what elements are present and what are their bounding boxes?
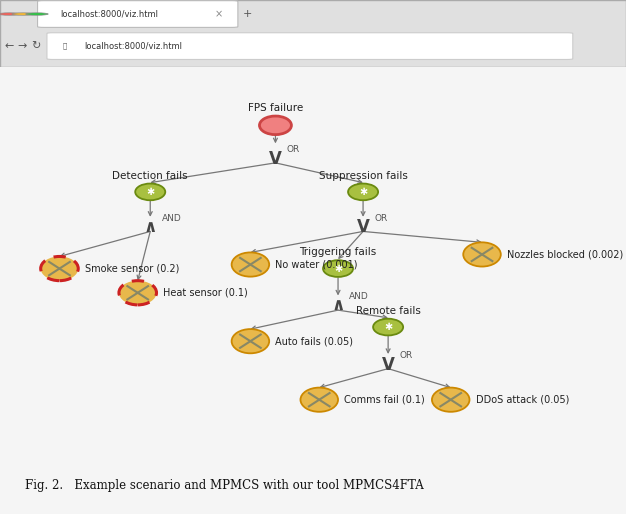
Text: Fig. 2.   Example scenario and MPMCS with our tool MPMCS4FTA: Fig. 2. Example scenario and MPMCS with … [25,479,424,492]
Text: →: → [18,41,26,51]
FancyBboxPatch shape [47,33,573,60]
Text: localhost:8000/viz.html: localhost:8000/viz.html [85,42,183,50]
Text: OR: OR [374,214,387,223]
Text: 🔒: 🔒 [63,43,67,49]
Circle shape [119,281,156,305]
Circle shape [300,388,338,412]
Text: Comms fail (0.1): Comms fail (0.1) [344,395,425,405]
Text: Smoke sensor (0.2): Smoke sensor (0.2) [85,264,179,273]
Text: Auto fails (0.05): Auto fails (0.05) [275,336,354,346]
Circle shape [232,329,269,353]
Text: +: + [243,9,252,19]
Ellipse shape [348,183,378,200]
Text: ✱: ✱ [359,187,367,197]
Text: ∧: ∧ [143,217,157,235]
Ellipse shape [135,183,165,200]
Text: Triggering fails: Triggering fails [299,247,377,258]
Text: Suppression fails: Suppression fails [319,171,408,180]
Text: V: V [269,150,282,168]
Text: ×: × [215,9,223,19]
Text: ✱: ✱ [334,264,342,273]
Circle shape [0,13,21,15]
Text: AND: AND [162,214,182,223]
Text: ✱: ✱ [146,187,154,197]
Text: FPS failure: FPS failure [248,103,303,113]
FancyBboxPatch shape [38,1,238,27]
Text: Heat sensor (0.1): Heat sensor (0.1) [163,288,247,298]
Text: localhost:8000/viz.html: localhost:8000/viz.html [61,10,158,19]
Text: ∧: ∧ [331,296,345,314]
Ellipse shape [373,319,403,336]
Text: OR: OR [399,351,413,360]
Ellipse shape [323,260,353,277]
Circle shape [463,242,501,267]
Text: ←: ← [5,41,14,51]
Ellipse shape [259,116,292,135]
Text: AND: AND [349,292,369,301]
Text: Nozzles blocked (0.002): Nozzles blocked (0.002) [507,249,623,260]
Text: ✱: ✱ [384,322,392,332]
Circle shape [41,256,78,281]
Circle shape [12,13,34,15]
Text: No water (0.001): No water (0.001) [275,260,358,269]
Circle shape [26,13,48,15]
Text: Detection fails: Detection fails [113,171,188,180]
Text: ↻: ↻ [31,41,40,51]
Text: DDoS attack (0.05): DDoS attack (0.05) [476,395,569,405]
FancyBboxPatch shape [0,0,626,67]
Text: V: V [382,356,394,374]
Text: OR: OR [287,145,300,154]
Circle shape [232,252,269,277]
Text: V: V [357,218,369,236]
Text: Remote fails: Remote fails [356,306,421,316]
Circle shape [432,388,470,412]
